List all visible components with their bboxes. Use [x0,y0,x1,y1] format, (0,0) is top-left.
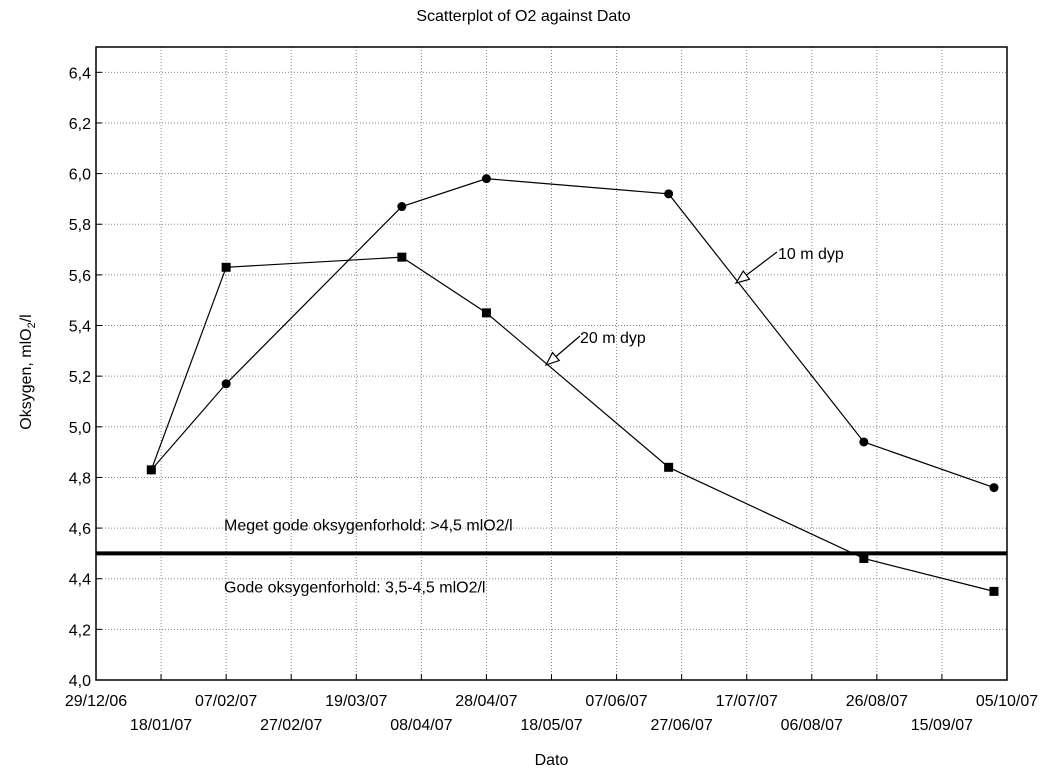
x-tick-label: 18/01/07 [130,717,192,734]
y-tick-label: 5,6 [69,268,91,285]
y-tick-label: 4,2 [69,622,91,639]
y-tick-label: 4,0 [69,673,91,690]
x-axis-label: Dato [534,752,569,769]
data-point-10m [664,189,674,199]
x-tick-label: 05/10/07 [976,693,1038,710]
y-tick-label: 5,4 [69,319,91,336]
y-tick-label: 4,6 [69,521,91,538]
y-tick-label: 6,0 [69,167,91,184]
data-point-10m [859,437,869,447]
data-point-20m [146,465,156,475]
y-tick-label: 6,2 [69,116,91,133]
data-point-20m [664,462,674,472]
data-point-20m [989,586,999,596]
x-tick-label: 26/08/07 [846,693,908,710]
x-tick-label: 07/06/07 [585,693,647,710]
arrow-20m-head [544,351,561,367]
label-10m-dyp: 10 m dyp [778,246,844,263]
data-point-20m [859,553,869,563]
y-tick-label: 5,0 [69,420,91,437]
arrow-10m-head [734,269,751,284]
data-point-20m [221,262,231,272]
x-tick-label: 15/09/07 [911,717,973,734]
x-tick-label: 18/05/07 [520,717,582,734]
x-tick-label: 08/04/07 [390,717,452,734]
y-tick-label: 5,2 [69,369,91,386]
reference-label-below: Gode oksygenforhold: 3,5-4,5 mlO2/l [224,579,485,596]
label-20m-dyp: 20 m dyp [580,330,646,347]
x-tick-label: 06/08/07 [781,717,843,734]
data-point-10m [397,202,407,212]
reference-label-above: Meget gode oksygenforhold: >4,5 mlO2/l [224,517,513,534]
chart-title: Scatterplot of O2 against Dato [416,8,631,25]
x-tick-label: 07/02/07 [195,693,257,710]
x-tick-label: 17/07/07 [716,693,778,710]
series-line-20m [150,256,995,592]
y-tick-label: 4,8 [69,470,91,487]
data-point-10m [481,174,491,184]
x-tick-label: 27/06/07 [651,717,713,734]
data-point-20m [397,252,407,262]
y-tick-label: 4,4 [69,572,91,589]
x-tick-label: 29/12/06 [65,693,127,710]
x-tick-label: 19/03/07 [325,693,387,710]
data-point-10m [221,379,231,389]
data-point-20m [481,308,491,318]
x-tick-label: 28/04/07 [455,693,517,710]
y-tick-label: 5,8 [69,217,91,234]
x-tick-label: 27/02/07 [260,717,322,734]
data-point-10m [989,483,999,493]
y-tick-label: 6,4 [69,65,91,82]
